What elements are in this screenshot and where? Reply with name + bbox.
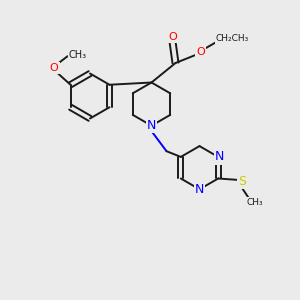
Text: O: O bbox=[50, 63, 58, 73]
Text: N: N bbox=[195, 183, 204, 196]
Text: O: O bbox=[168, 32, 177, 42]
Text: N: N bbox=[215, 150, 224, 164]
Text: CH₃: CH₃ bbox=[247, 198, 263, 207]
Text: N: N bbox=[147, 119, 156, 132]
Text: S: S bbox=[238, 175, 246, 188]
Text: O: O bbox=[196, 46, 205, 57]
Text: CH₃: CH₃ bbox=[69, 50, 87, 60]
Text: CH₂CH₃: CH₂CH₃ bbox=[216, 34, 249, 43]
